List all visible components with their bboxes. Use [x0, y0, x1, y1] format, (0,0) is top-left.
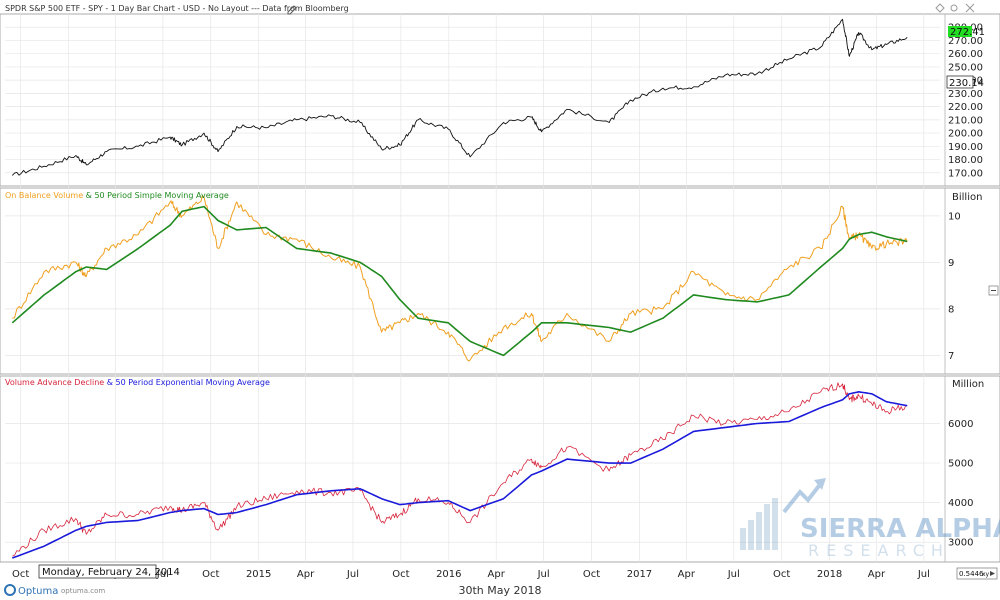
obv-legend-label: On Balance Volume: [5, 191, 83, 200]
y-tick-label: 9: [948, 258, 954, 269]
x-tick-label: 2018: [817, 569, 842, 580]
diamond-icon[interactable]: [935, 3, 945, 13]
obv-legend-sep: &: [83, 191, 94, 200]
y-tick-label: 260.00: [948, 49, 983, 60]
last-price-value: 272.41: [950, 27, 985, 38]
x-tick-label: Apr: [297, 569, 315, 580]
panel-frame-0: [0, 13, 1000, 187]
vad-ema-legend-label: 50 Period Exponential Moving Average: [116, 378, 270, 387]
x-tick-label: Jul: [346, 569, 359, 580]
series-line-2-0: [12, 382, 908, 557]
series-line-0-0: [11, 18, 908, 176]
y-tick-label: 200.00: [948, 129, 983, 140]
y-tick-label: 230.00: [948, 89, 983, 100]
cursor-date-box: Monday, February 24, 2014: [38, 564, 180, 579]
brand-logo: Optuma optuma.com: [4, 584, 105, 597]
window-controls: [935, 3, 975, 13]
x-tick-label: Oct: [773, 569, 790, 580]
x-tick-label: Apr: [488, 569, 506, 580]
x-tick-label: Jul: [156, 569, 169, 580]
y-tick-label: 190.00: [948, 142, 983, 153]
watermark-logo: SIERRA ALPHA RESEARCH: [740, 478, 1000, 560]
watermark-icon: [740, 478, 826, 550]
chart-date: 30th May 2018: [458, 584, 541, 597]
last-price-badge: 272.41: [948, 26, 985, 38]
y-axis-labels: 170.00 180.00 190.00 200.00 210.00 220.00 230.…: [948, 23, 983, 549]
y-tick-label: 7: [948, 351, 954, 362]
optuma-logo-icon: [4, 584, 16, 596]
collapse-icon[interactable]: [988, 285, 999, 296]
x-tick-label: Oct: [583, 569, 600, 580]
y-tick-label: 170.00: [948, 168, 983, 179]
x-tick-label: Apr: [678, 569, 696, 580]
x-tick-label: Jul: [537, 569, 550, 580]
vad-legend: Volume Advance Decline & 50 Period Expon…: [5, 378, 270, 387]
price-marker-badge: 230.14: [946, 75, 984, 89]
brand-name: Optuma: [18, 586, 58, 597]
zoom-value: 0.5446: [959, 570, 984, 578]
obv-legend: On Balance Volume & 50 Period Simple Mov…: [5, 191, 229, 200]
series-line-1-0: [12, 194, 908, 362]
y-tick-label: 210.00: [948, 115, 983, 126]
series-layer: [11, 18, 908, 559]
y-tick-label: 3000: [948, 538, 973, 549]
obv-sma-legend-label: 50 Period Simple Moving Average: [94, 191, 228, 200]
circle-icon[interactable]: [950, 4, 958, 12]
x-tick-label: 2016: [436, 569, 461, 580]
close-icon[interactable]: [965, 3, 975, 13]
y-tick-label: 8: [948, 304, 954, 315]
x-tick-label: 2017: [627, 569, 652, 580]
price-marker-value: 230.14: [949, 78, 984, 89]
x-tick-label: Jul: [727, 569, 740, 580]
x-tick-label: Jul: [917, 569, 930, 580]
y-tick-label: 4000: [948, 498, 973, 509]
y-tick-label: 220.00: [948, 102, 983, 113]
cursor-date-text: Monday, February 24, 2014: [42, 567, 180, 578]
panel-frame-2: [0, 375, 1000, 563]
y-tick-label: 250.00: [948, 62, 983, 73]
x-tick-label: Oct: [12, 569, 29, 580]
y-tick-label: 6000: [948, 419, 973, 430]
chart-title: SPDR S&P 500 ETF - SPY - 1 Day Bar Chart…: [5, 4, 349, 13]
zoom-arrow-icon[interactable]: [990, 571, 995, 576]
brand-url: optuma.com: [61, 587, 105, 595]
x-tick-label: Oct: [202, 569, 219, 580]
watermark-line2: RESEARCH: [808, 541, 950, 560]
series-line-1-1: [11, 205, 908, 357]
grid-layer: [0, 13, 1000, 563]
vad-legend-label: Volume Advance Decline: [5, 378, 104, 387]
x-tick-label: Oct: [392, 569, 409, 580]
obv-unit-label: Billion: [952, 192, 982, 203]
y-tick-label: 180.00: [948, 155, 983, 166]
y-tick-label: 10: [948, 211, 961, 222]
series-line-2-1: [12, 391, 908, 559]
vad-unit-label: Million: [952, 379, 984, 390]
y-tick-label: 5000: [948, 459, 973, 470]
zoom-control[interactable]: 0.5446 xy: [956, 567, 998, 580]
x-tick-label: Apr: [868, 569, 886, 580]
panel-frame-1: [0, 187, 1000, 375]
zoom-label: xy: [982, 571, 990, 578]
vad-legend-sep: &: [104, 378, 115, 387]
edit-icon[interactable]: [287, 5, 297, 15]
x-tick-label: 2015: [246, 569, 271, 580]
watermark-line1: SIERRA ALPHA: [800, 514, 1000, 544]
y-tick-label: 270.00: [948, 36, 983, 47]
